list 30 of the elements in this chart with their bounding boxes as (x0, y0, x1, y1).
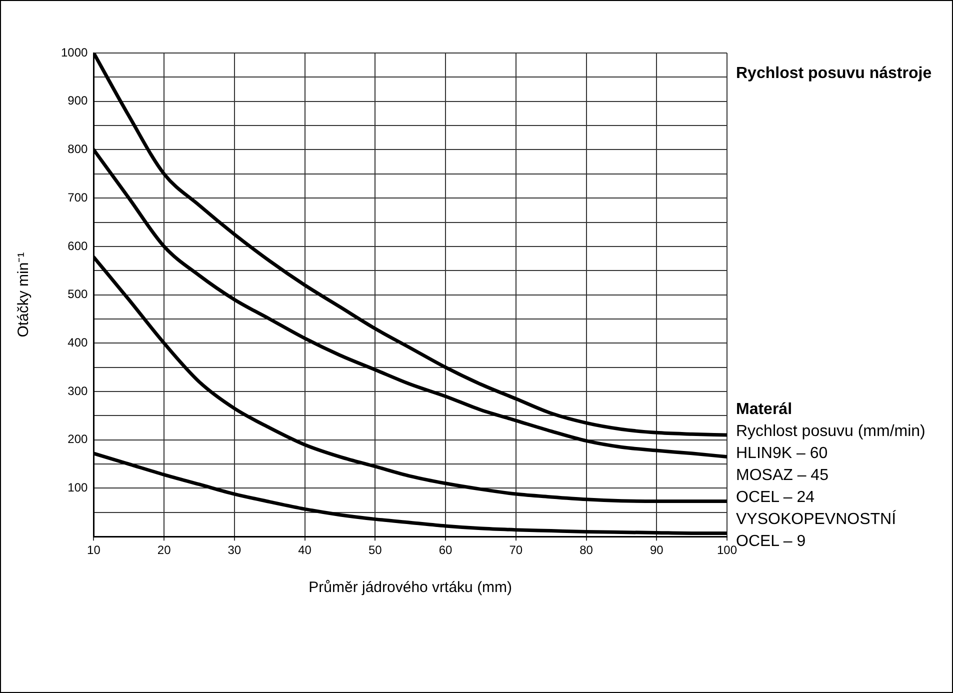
text: Rychlost posuvu nástroje (736, 64, 932, 84)
y-tick-label: 800 (68, 142, 88, 156)
y-axis-title: Otáčky min⁻¹ (15, 252, 32, 338)
x-tick-label: 60 (438, 543, 453, 558)
text: OCEL – 9 (736, 532, 807, 550)
y-tick-label: 100 (68, 480, 88, 495)
y-tick-label: 400 (68, 335, 88, 350)
text: OCEL – 24 (736, 488, 816, 508)
x-tick-label: 80 (580, 543, 594, 558)
y-tick-label: 300 (68, 384, 88, 398)
text: Rychlost posuvu (mm/min) (736, 422, 926, 442)
legend-title: Materál (736, 400, 794, 420)
text: MOSAZ – 45 (736, 466, 830, 486)
y-tick-label: 1000 (60, 45, 88, 60)
x-tick-label: 90 (650, 543, 664, 558)
y-tick-label: 500 (68, 287, 88, 302)
x-tick-label: 10 (87, 543, 101, 558)
x-tick-label: 70 (509, 543, 523, 558)
x-tick-label: 20 (157, 543, 172, 558)
x-tick-label: 50 (368, 543, 382, 558)
x-axis-title: Průměr jádrového vrtáku (mm) (308, 579, 512, 596)
text: HLIN9K – 60 (736, 444, 829, 464)
y-tick-label: 600 (68, 238, 88, 253)
text: VYSOKOPEVNOSTNÍ (736, 509, 898, 530)
x-tick-label: 100 (716, 543, 738, 558)
y-tick-label: 900 (68, 94, 88, 108)
y-tick-label: 700 (68, 190, 88, 204)
y-tick-label: 200 (68, 432, 88, 446)
x-tick-label: 30 (228, 543, 242, 558)
x-tick-label: 40 (298, 543, 312, 558)
